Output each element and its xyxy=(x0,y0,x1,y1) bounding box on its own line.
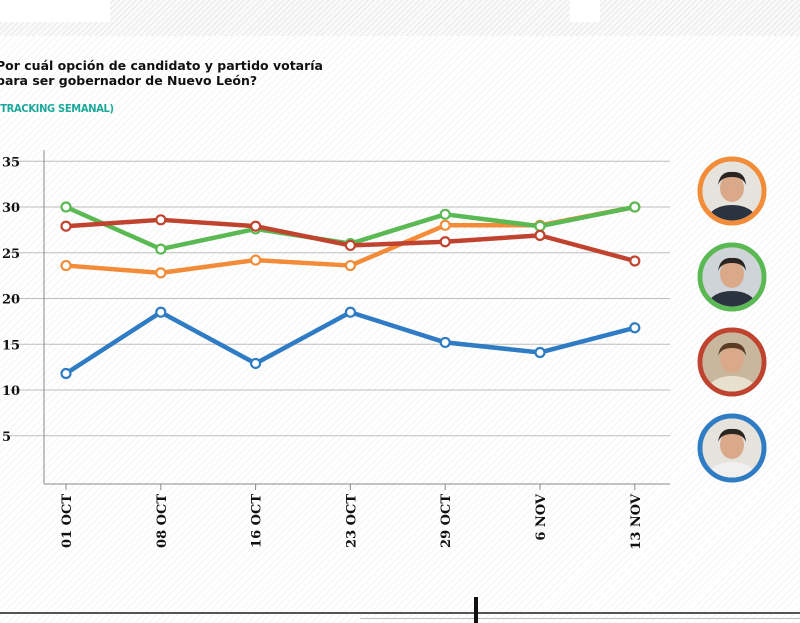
candidate-photo-icon xyxy=(697,327,767,397)
data-point xyxy=(155,306,167,318)
legend-avatar-1 xyxy=(696,155,767,226)
data-point xyxy=(155,267,167,279)
y-tick-label: 25 xyxy=(2,247,20,262)
data-point xyxy=(155,243,167,255)
y-tick-label: 5 xyxy=(2,430,11,445)
x-tick-label: 13 NOV xyxy=(629,493,644,550)
y-tick-label: 10 xyxy=(2,384,20,399)
legend-avatar-3 xyxy=(696,326,767,397)
data-point xyxy=(534,220,546,232)
series-4 xyxy=(60,306,641,380)
candidate-photo-icon xyxy=(697,156,767,226)
data-point xyxy=(250,357,262,370)
data-point xyxy=(250,254,262,266)
data-point xyxy=(344,239,356,252)
legend-avatar-4 xyxy=(696,412,767,483)
legend-avatar-2 xyxy=(696,241,767,312)
data-point xyxy=(344,259,356,272)
data-point xyxy=(155,214,167,226)
data-point xyxy=(629,322,641,334)
data-point xyxy=(60,367,72,380)
data-point xyxy=(629,255,641,267)
data-point xyxy=(629,201,641,213)
gridlines xyxy=(10,160,670,437)
data-point xyxy=(439,208,451,220)
y-tick-label: 35 xyxy=(2,155,20,170)
series-3 xyxy=(60,214,641,267)
data-point xyxy=(439,236,451,248)
data-point xyxy=(534,229,546,241)
data-point xyxy=(344,306,356,318)
x-tick-label: 01 OCT xyxy=(60,494,75,548)
chart-subtitle: (TRACKING SEMANAL) xyxy=(0,102,114,115)
x-tick-label: 16 OCT xyxy=(250,494,265,548)
data-point xyxy=(439,336,451,349)
bottom-marker xyxy=(474,597,478,623)
data-point xyxy=(60,201,72,213)
y-tick-label: 20 xyxy=(2,293,20,308)
y-tick-label: 30 xyxy=(2,201,20,216)
bottom-rule xyxy=(0,612,800,614)
x-tick-label: 08 OCT xyxy=(155,494,170,548)
x-tick-label: 29 OCT xyxy=(439,494,454,548)
header-band xyxy=(0,0,800,36)
x-tick-label: 6 NOV xyxy=(534,493,549,541)
data-point xyxy=(60,220,72,232)
series-line xyxy=(63,309,638,376)
data-point xyxy=(250,220,262,232)
x-tick-labels: 01 OCT 08 OCT 16 OCT 23 OCT 29 OCT 6 NOV 13 NO… xyxy=(60,484,644,550)
data-point xyxy=(534,346,546,359)
chart-axes xyxy=(43,150,670,485)
candidate-photo-icon xyxy=(697,242,767,312)
data-point xyxy=(439,219,451,231)
bottom-rule-secondary xyxy=(360,618,800,619)
chart-question: Por cuál opción de candidato y partido v… xyxy=(0,58,323,88)
data-point xyxy=(60,259,72,272)
y-tick-labels: 5 10 15 20 25 30 35 xyxy=(2,155,20,445)
data-series xyxy=(60,201,641,380)
y-tick-label: 15 xyxy=(2,338,20,353)
x-tick-label: 23 OCT xyxy=(344,494,359,548)
candidate-photo-icon xyxy=(697,413,767,483)
